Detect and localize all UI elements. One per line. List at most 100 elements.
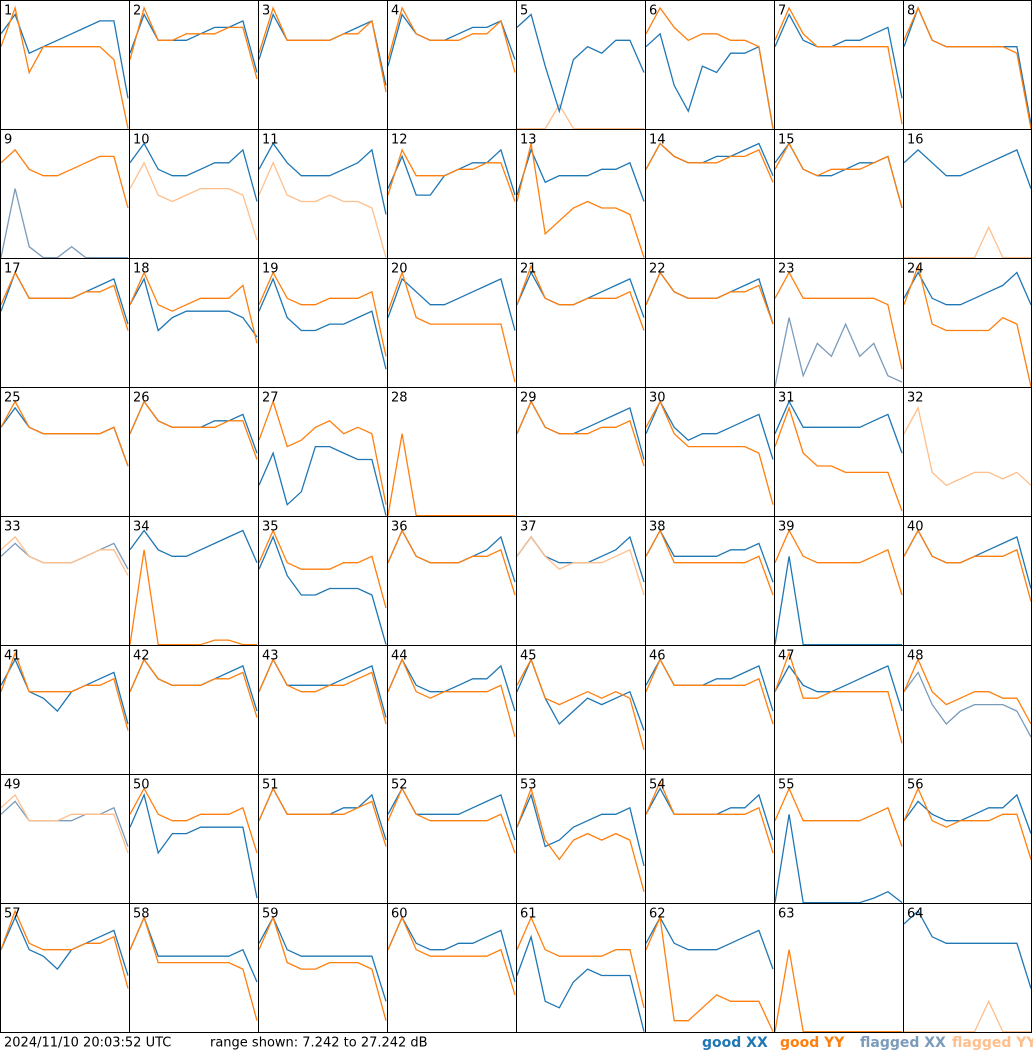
spectrum-line — [129, 12, 258, 73]
panel-label: 25 — [4, 391, 21, 406]
panel-border — [387, 645, 517, 775]
panel-label: 22 — [649, 262, 666, 277]
spectrum-line — [645, 142, 774, 183]
spectrum-line — [258, 271, 387, 357]
panel — [0, 270, 129, 331]
spectrum-line — [903, 671, 1032, 738]
legend-entry: flagged YY — [952, 1035, 1033, 1051]
panel — [129, 787, 258, 899]
spectrum-line — [774, 949, 902, 1032]
spectrum-line — [387, 915, 516, 996]
spectrum-line — [904, 999, 1031, 1032]
spectrum-line — [129, 915, 258, 1021]
panel — [129, 142, 258, 241]
panel-border — [903, 516, 1032, 646]
panel-border — [0, 387, 130, 517]
legend-entry: flagged XX — [860, 1035, 946, 1051]
panel-label: 41 — [4, 649, 21, 664]
spectrum-line — [387, 270, 516, 383]
panel-label: 4 — [391, 4, 399, 19]
spectrum-line — [516, 792, 645, 867]
panel-border — [0, 258, 130, 388]
spectrum-line — [774, 405, 903, 512]
spectrum-line — [0, 915, 129, 976]
panel — [645, 658, 774, 725]
spectrum-line — [516, 934, 645, 1032]
panel — [258, 399, 387, 516]
panel-border — [387, 0, 517, 130]
spectrum-line — [903, 263, 1032, 387]
panel-label: 64 — [907, 907, 924, 922]
panel-border — [387, 129, 517, 259]
spectrum-line — [387, 433, 515, 516]
panel-border — [258, 258, 388, 388]
spectrum-line — [387, 277, 516, 331]
panel — [645, 780, 774, 854]
panel-border — [903, 129, 1032, 259]
spectrum-line — [774, 13, 903, 99]
panel-border — [774, 903, 904, 1033]
panel-border — [645, 258, 775, 388]
spectrum-line — [774, 814, 903, 903]
panel-border — [645, 0, 775, 130]
panel-border — [258, 645, 388, 775]
panel-label: 10 — [133, 133, 150, 148]
panel — [0, 5, 129, 129]
spectrum-line — [774, 664, 903, 712]
spectrum-line — [903, 406, 1032, 487]
panel — [387, 529, 516, 596]
spectrum-line — [258, 787, 387, 847]
panel — [387, 787, 516, 854]
panel — [0, 651, 129, 731]
spectrum-line — [387, 787, 516, 854]
panel-border — [645, 903, 775, 1033]
panel-label: 33 — [4, 520, 21, 535]
panel-border — [774, 387, 904, 517]
panel-label: 49 — [4, 778, 21, 793]
panel-label: 32 — [907, 391, 924, 406]
spectrum-line — [903, 793, 1032, 834]
panel — [387, 270, 516, 383]
spectrum-line — [516, 657, 645, 750]
panel-label: 44 — [391, 649, 408, 664]
panel — [387, 433, 515, 516]
panel-label: 51 — [262, 778, 279, 793]
spectrum-line — [387, 658, 516, 712]
panel-border — [0, 774, 130, 904]
panel — [774, 786, 903, 903]
spectrum-line — [516, 271, 645, 318]
spectrum-line — [645, 529, 774, 596]
panel-border — [129, 387, 259, 517]
spectrum-line — [516, 535, 645, 596]
spectrum-line — [517, 103, 644, 129]
spectrum-line — [129, 270, 258, 344]
panel-border — [903, 774, 1032, 904]
panel-label: 7 — [778, 4, 786, 19]
panel — [0, 793, 129, 854]
spectrum-line — [129, 400, 258, 460]
panel — [258, 271, 387, 370]
panel-border — [516, 903, 646, 1033]
panel-label: 36 — [391, 520, 408, 535]
panel — [903, 263, 1032, 387]
panel — [645, 400, 774, 505]
panel-label: 5 — [520, 4, 528, 19]
panel-label: 34 — [133, 520, 150, 535]
spectrum-line — [258, 6, 387, 93]
spectrum-line — [387, 6, 516, 73]
panel-label: 6 — [649, 4, 657, 19]
panel-label: 62 — [649, 907, 666, 922]
panel-border — [0, 516, 130, 646]
panel-border — [0, 0, 130, 130]
panel-label: 11 — [262, 133, 279, 148]
spectrum-line — [903, 657, 1032, 725]
panel — [387, 148, 516, 202]
spectrum-line — [129, 787, 258, 854]
panel-label: 40 — [907, 520, 924, 535]
panel — [774, 529, 903, 645]
panel-label: 47 — [778, 649, 795, 664]
panel — [258, 915, 387, 1021]
spectrum-line — [516, 148, 645, 202]
spectrum-line — [903, 529, 1032, 602]
